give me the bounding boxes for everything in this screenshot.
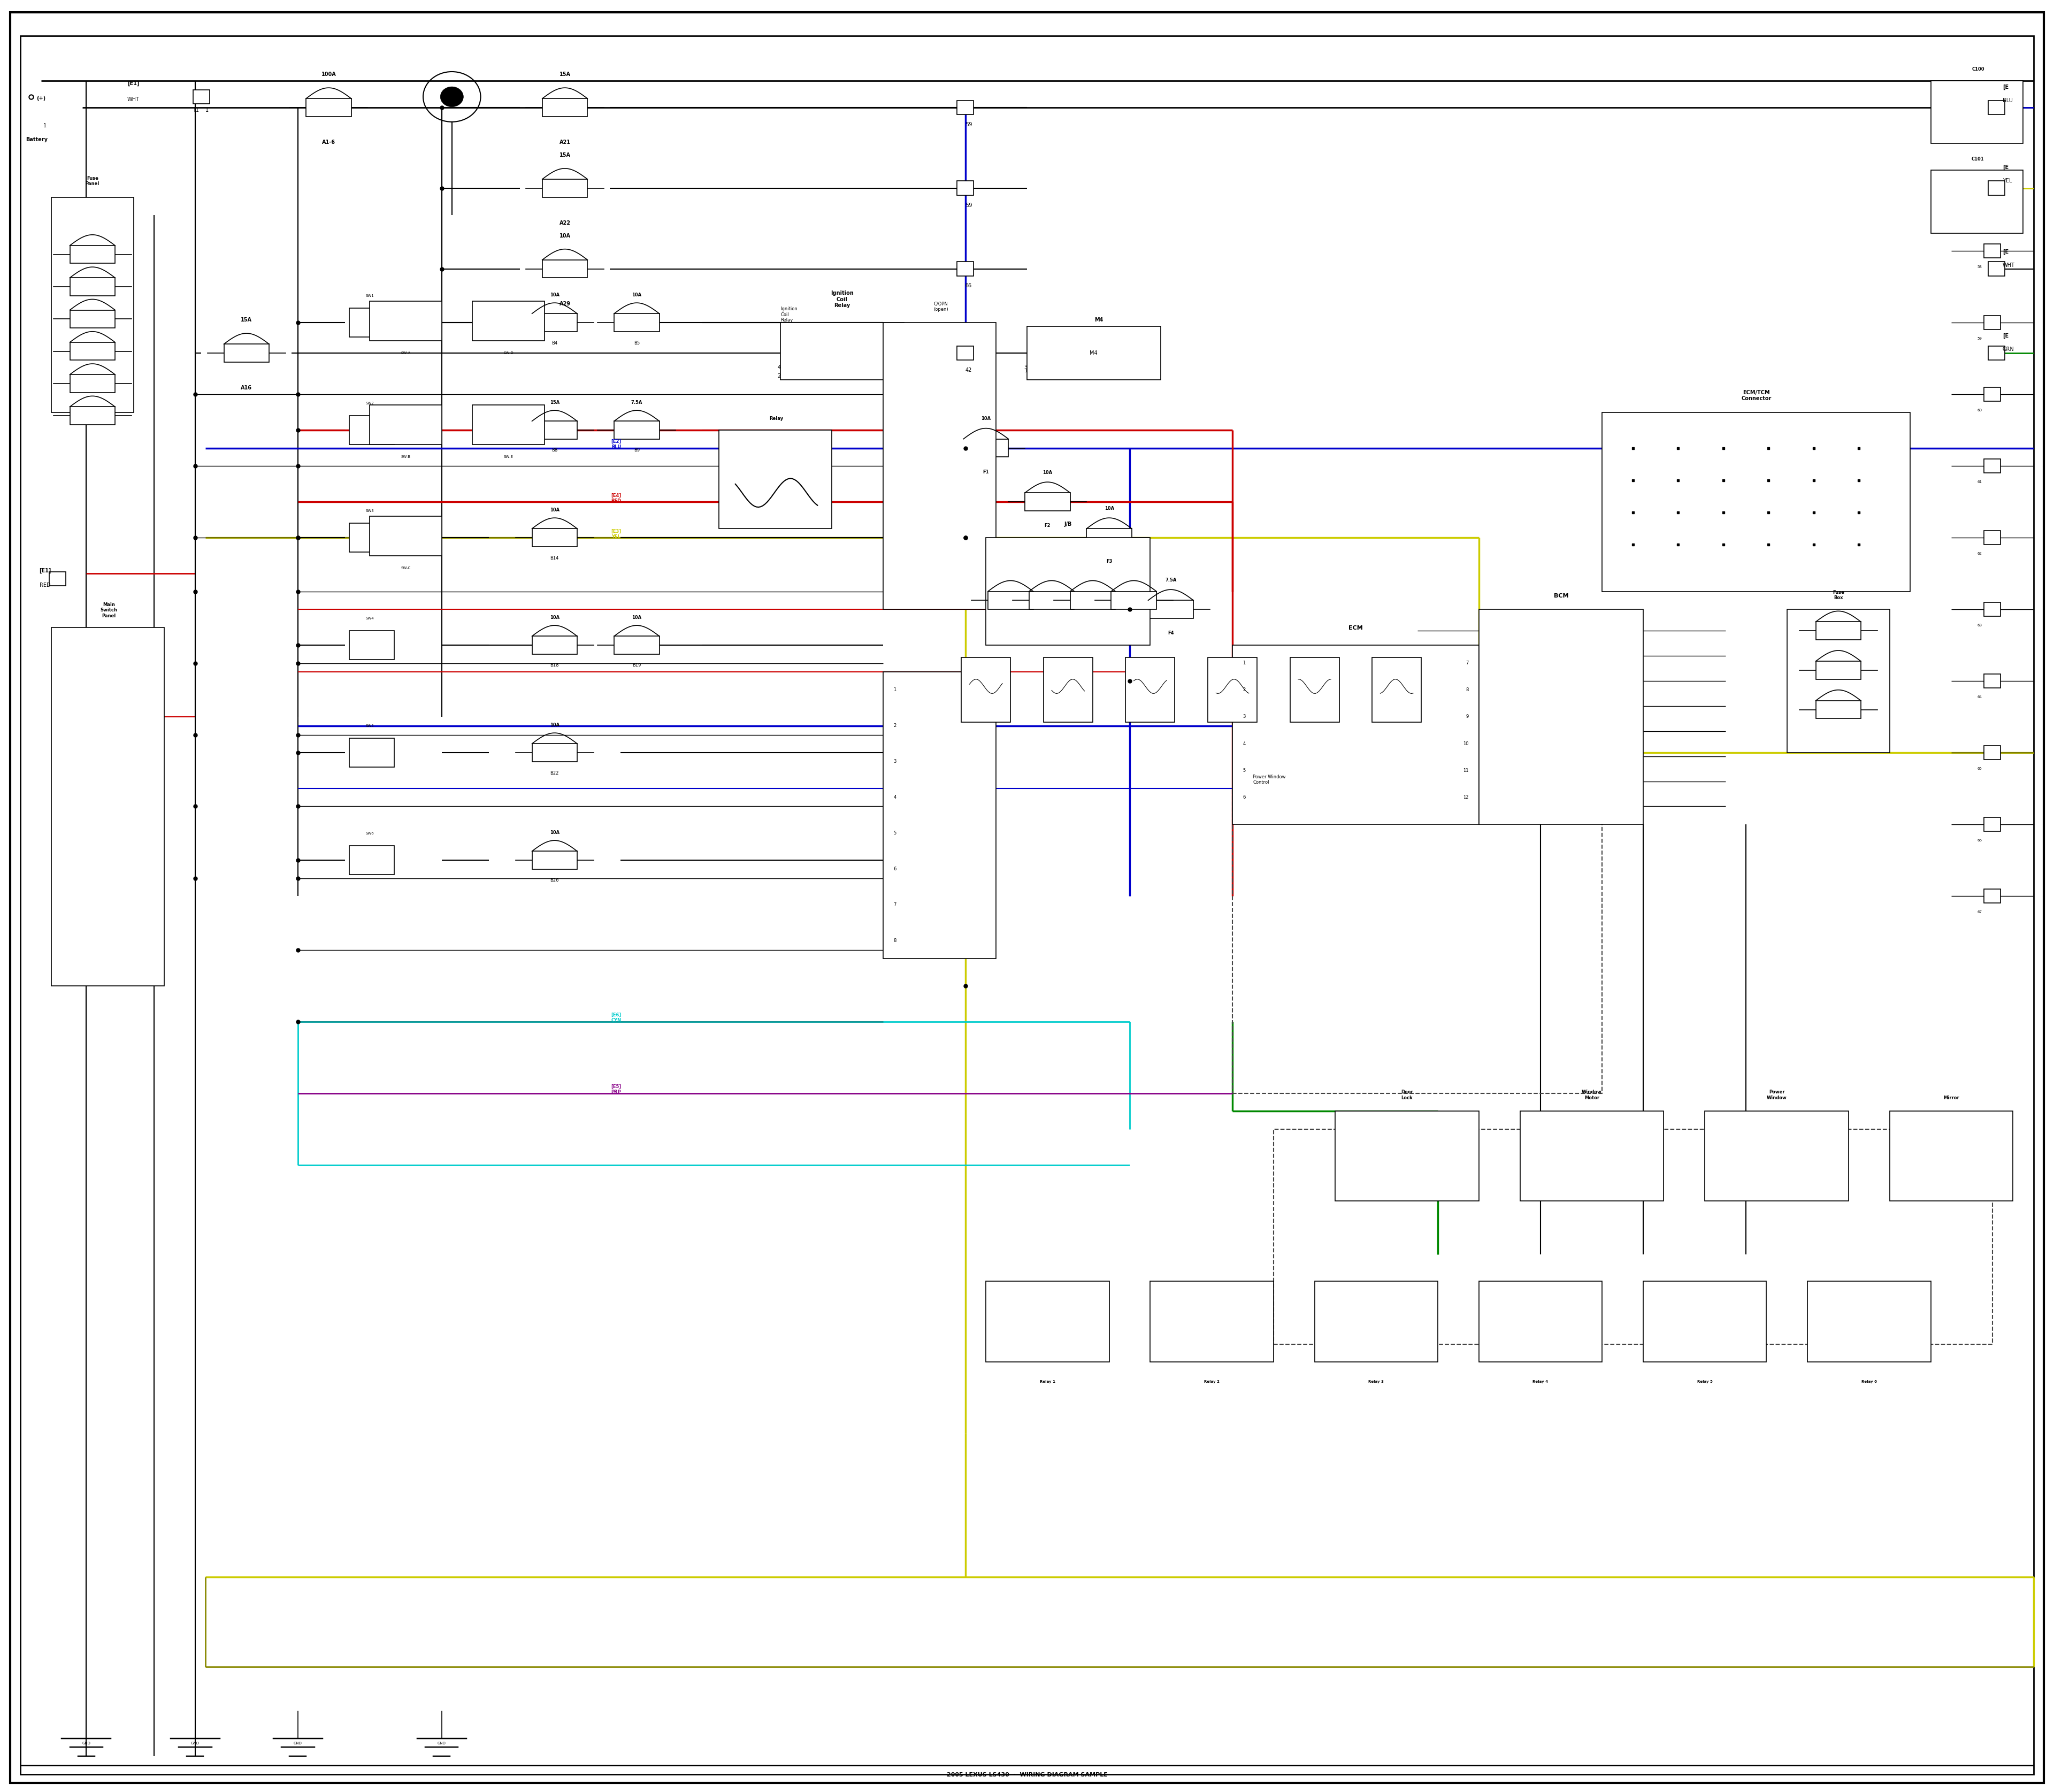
Bar [532,744,577,762]
Text: C/OPN
(open): C/OPN (open) [933,301,949,312]
Text: [E5]
PRP: [E5] PRP [610,1084,622,1095]
Bar [1126,658,1175,722]
Bar [370,301,442,340]
Text: 1: 1 [1025,369,1027,373]
Bar [1479,1281,1602,1362]
Text: C100: C100 [1972,66,1984,72]
Bar [1232,788,1602,1093]
Bar [1984,674,2001,688]
Bar [614,636,659,654]
Bar [961,658,1011,722]
Text: BLU: BLU [2003,99,2013,102]
Bar [988,591,1033,609]
Text: 2005 LEXUS LS430  ·  WIRING DIAGRAM SAMPLE: 2005 LEXUS LS430 · WIRING DIAGRAM SAMPLE [947,1772,1107,1778]
Text: J/B: J/B [1064,521,1072,527]
Bar [1816,701,1861,719]
Bar [542,260,587,278]
Bar [1520,1111,1664,1201]
Text: ECM/TCM
Connector: ECM/TCM Connector [1742,391,1771,401]
Text: Ignition
Coil
Relay: Ignition Coil Relay [830,290,854,308]
Text: Fuse
Panel: Fuse Panel [86,176,99,186]
Text: Window
Motor: Window Motor [1582,1090,1602,1100]
Bar [1290,658,1339,722]
Bar [70,375,115,392]
Bar [1984,315,2001,330]
Bar [1029,591,1074,609]
Bar [1890,1111,2013,1201]
Bar [1479,609,1643,824]
Text: Power
Window: Power Window [1766,1090,1787,1100]
Bar [70,278,115,296]
Text: SW-A: SW-A [401,351,411,355]
Text: [E: [E [2003,249,2009,254]
Text: GND: GND [294,1742,302,1745]
Bar [370,516,442,556]
Text: 10A: 10A [550,292,559,297]
Bar [532,314,577,332]
Text: SW-C: SW-C [401,566,411,570]
Text: 2: 2 [1243,688,1245,692]
Text: A22: A22 [559,220,571,226]
Bar [1816,622,1861,640]
Text: F4: F4 [1169,631,1173,636]
Bar [614,421,659,439]
Text: Fuse
Box: Fuse Box [1832,590,1844,600]
Bar [1988,100,2005,115]
Bar [349,523,394,552]
Bar [532,421,577,439]
Bar [986,538,1150,645]
Text: RED: RED [39,582,51,588]
Bar [1931,81,2023,143]
Bar [1315,1281,1438,1362]
Text: ECM: ECM [1349,625,1362,631]
Text: 6: 6 [1243,796,1245,799]
Text: A1-6: A1-6 [322,140,335,145]
Bar [349,416,394,444]
Text: Battery: Battery [27,138,47,142]
Bar [1808,1281,1931,1362]
Text: 3: 3 [1243,715,1245,719]
Text: SW2: SW2 [366,401,374,405]
Text: 1: 1 [205,108,210,113]
Text: M4: M4 [1095,317,1103,323]
Text: 2: 2 [776,375,781,378]
Text: F3: F3 [1107,559,1111,564]
Bar [542,99,587,116]
Bar [70,407,115,425]
Text: 59: 59 [965,122,972,127]
Bar [1984,817,2001,831]
Text: 10A: 10A [1043,470,1052,475]
Circle shape [440,86,464,108]
Text: YEL: YEL [2003,179,2013,183]
Bar [532,636,577,654]
Bar [781,323,904,380]
Text: 7: 7 [893,903,896,907]
Text: 66: 66 [965,283,972,289]
Text: B5: B5 [635,340,639,346]
Text: 10: 10 [1462,742,1469,745]
Text: F2: F2 [1045,523,1050,529]
Bar [1984,745,2001,760]
Text: M4: M4 [1091,351,1097,355]
Text: SW-D: SW-D [503,351,514,355]
Text: WHT: WHT [2003,263,2015,267]
Text: 60: 60 [1978,409,1982,412]
Text: B26: B26 [550,878,559,883]
Text: 1: 1 [1243,661,1245,665]
Bar [51,627,164,986]
Text: 10A: 10A [1105,505,1113,511]
Bar [1705,1111,1849,1201]
Text: GRN: GRN [2003,348,2015,351]
Text: Relay 1: Relay 1 [1039,1380,1056,1383]
Bar [193,90,210,104]
Text: SW6: SW6 [366,831,374,835]
Bar [1148,600,1193,618]
Text: 15A: 15A [240,317,253,323]
Text: SW1: SW1 [366,294,374,297]
Text: 7.5A: 7.5A [631,400,643,405]
Text: 3: 3 [1023,366,1027,369]
Bar [719,430,832,529]
Text: Relay 5: Relay 5 [1697,1380,1713,1383]
Bar [542,179,587,197]
Text: Power Window
Control: Power Window Control [1253,774,1286,785]
